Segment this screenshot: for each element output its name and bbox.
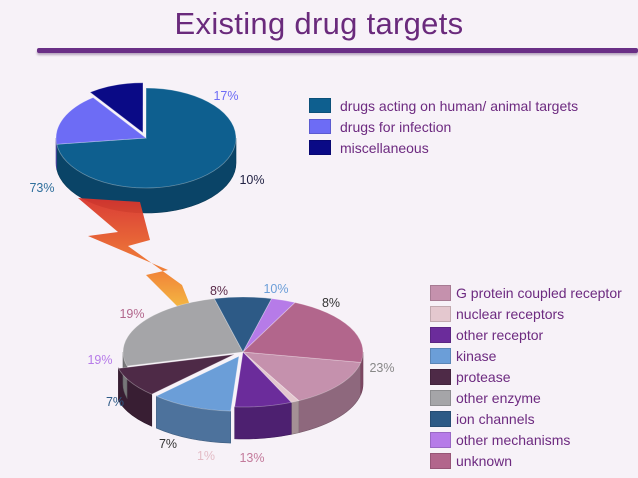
pie-slice-g-protein-coupled-receptor (241, 351, 362, 402)
pie-label-other-receptor: 7% (159, 437, 177, 451)
pie-slice-drugs-acting-on-human-animal-targets (56, 87, 237, 189)
legend-label: drugs acting on human/ animal targets (340, 97, 579, 114)
legend-label: unknown (456, 452, 513, 469)
legend-label: G protein coupled receptor (456, 284, 622, 301)
legend-swatch (430, 368, 451, 385)
pie-slice-nuclear-receptors (242, 351, 300, 403)
pie-label-other-enzyme: 23% (369, 361, 394, 375)
pie-chart-target-class: 73% 17% 10% (29, 82, 265, 214)
pie-label-kinase: 10% (263, 282, 288, 296)
pie-slice-ion-channels (213, 296, 273, 353)
legend-swatch (430, 284, 451, 301)
pie-label-unknown: 19% (119, 307, 144, 321)
pie-label-ion-channels: 7% (106, 395, 124, 409)
legend-target-class: drugs acting on human/ animal targets dru… (309, 95, 578, 158)
legend-swatch (309, 140, 331, 155)
legend-mechanism: G protein coupled receptor nuclear recept… (430, 282, 622, 471)
legend1-item-miscellaneous: miscellaneous (309, 137, 578, 158)
pie-slice-protease (117, 353, 235, 395)
legend-label: other enzyme (456, 389, 541, 406)
legend-swatch (309, 98, 331, 113)
legend-swatch (430, 326, 451, 343)
legend-label: other receptor (456, 326, 544, 343)
legend-swatch (309, 119, 331, 134)
legend2-item-g-protein-coupled-receptor: G protein coupled receptor (430, 282, 622, 303)
legend-label: drugs for infection (340, 118, 452, 135)
lightning-bolt-graphic (78, 198, 198, 327)
pie-slice-unknown (242, 302, 364, 363)
legend2-item-unknown: unknown (430, 450, 622, 471)
legend-swatch (430, 410, 451, 427)
legend-label: nuclear receptors (456, 305, 565, 322)
legend2-item-protease: protease (430, 366, 622, 387)
legend2-item-other-mechanisms: other mechanisms (430, 429, 622, 450)
legend-label: other mechanisms (456, 431, 571, 448)
title-underline (37, 48, 638, 53)
legend-label: miscellaneous (340, 139, 429, 156)
legend2-item-nuclear-receptors: nuclear receptors (430, 303, 622, 324)
pie-slice-other-enzyme (122, 298, 244, 367)
legend2-item-other-enzyme: other enzyme (430, 387, 622, 408)
pie-label-nuclear-receptors: 1% (197, 449, 215, 463)
pie-slice-miscellaneous (89, 82, 144, 134)
pie-side-other-receptor (234, 401, 292, 440)
pie-slice-other-mechanisms (242, 298, 296, 353)
legend-swatch (430, 452, 451, 469)
pie-slice-other-receptor (234, 351, 293, 408)
legend2-item-other-receptor: other receptor (430, 324, 622, 345)
pie-side-nuclear-receptors (290, 400, 300, 435)
legend-swatch (430, 389, 451, 406)
pie-label-drugs-for-infection: 17% (213, 89, 238, 103)
legend1-item-drugs-for-infection: drugs for infection (309, 116, 578, 137)
slide-title: Existing drug targets (174, 6, 464, 41)
pie-slice-drugs-for-infection (55, 97, 148, 145)
pie-slice-kinase (155, 355, 240, 412)
legend2-item-kinase: kinase (430, 345, 622, 366)
legend2-item-ion-channels: ion channels (430, 408, 622, 429)
legend-label: protease (456, 368, 511, 385)
legend-swatch (430, 431, 451, 448)
pie-label-g-protein-coupled-receptor: 13% (239, 451, 264, 465)
pie-label-drugs-acting-on-human-animal-targets: 73% (29, 181, 54, 195)
legend-label: ion channels (456, 410, 535, 427)
pie-label-unknown-8: 8% (210, 284, 228, 298)
legend-swatch (430, 347, 451, 364)
pie-chart-mechanism: 13% 1% 7% 10% 8% 23% 7% 19% 19% 8% (87, 282, 394, 465)
legend1-item-drugs-acting-on-human-animal-targets: drugs acting on human/ animal targets (309, 95, 578, 116)
legend-label: kinase (456, 347, 497, 364)
pie-label-protease: 8% (322, 296, 340, 310)
pie-label-miscellaneous: 10% (239, 173, 264, 187)
legend-swatch (430, 305, 451, 322)
pie-label-other-mechanisms: 19% (87, 353, 112, 367)
